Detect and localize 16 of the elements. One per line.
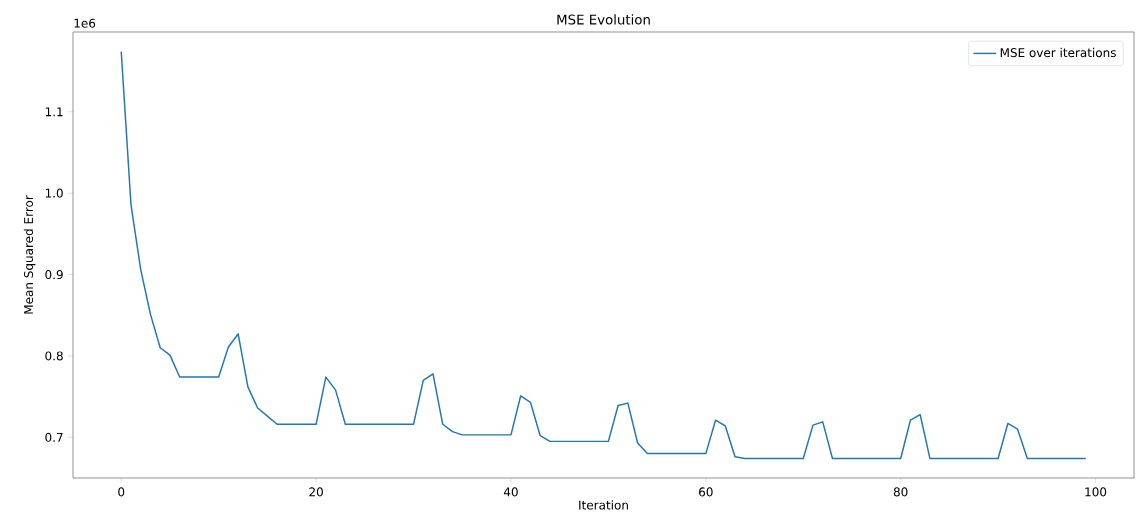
x-tick-label: 20	[309, 487, 323, 497]
y-tick-label: 0.7	[45, 432, 63, 442]
y-axis-title: Mean Squared Error	[23, 195, 36, 314]
text: 1e6	[74, 18, 96, 28]
x-tick-label: 80	[893, 487, 908, 497]
legend-label: MSE over iterations	[1000, 47, 1116, 58]
y-tick-label: 1.0	[45, 188, 63, 198]
y-tick-label: 0.9	[45, 269, 63, 280]
x-axis-title: Iteration	[579, 500, 628, 510]
y-tick-label: 0.8	[45, 351, 63, 361]
x-tick-label: 60	[699, 487, 713, 497]
y-tick-label: 1.1	[45, 107, 63, 117]
x-tick-label: 0	[118, 487, 125, 497]
x-tick-label: 100	[1085, 487, 1107, 497]
chart-title: MSE Evolution	[557, 14, 650, 25]
x-tick-label: 40	[503, 487, 518, 497]
